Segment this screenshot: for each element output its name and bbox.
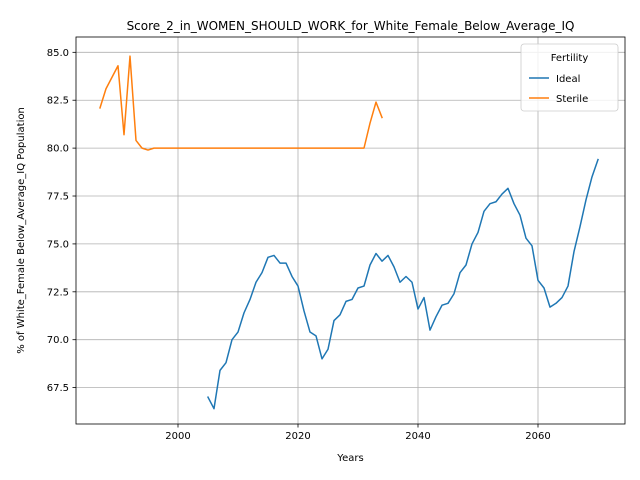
x-tick-label: 2060 xyxy=(525,431,550,442)
y-axis-label: % of White_Female Below_Average_IQ Popul… xyxy=(16,107,27,354)
x-tick-label: 2020 xyxy=(285,431,310,442)
y-tick-label: 80.0 xyxy=(47,144,69,155)
legend-box xyxy=(520,43,619,112)
y-tick-label: 77.5 xyxy=(47,192,69,203)
y-tick-label: 72.5 xyxy=(47,287,69,298)
y-axis-ticks: 67.5 70.0 72.5 75.0 77.5 80.0 82.5 85.0 xyxy=(47,48,76,394)
series-lines xyxy=(99,55,599,410)
legend: Fertility Ideal Sterile xyxy=(520,43,619,112)
y-tick-label: 67.5 xyxy=(47,383,69,394)
legend-label-ideal: Ideal xyxy=(556,74,580,85)
x-tick-label: 2000 xyxy=(165,431,190,442)
y-tick-label: 85.0 xyxy=(47,48,69,59)
series-line-ideal xyxy=(206,158,599,410)
legend-title: Fertility xyxy=(551,53,589,64)
y-tick-label: 82.5 xyxy=(47,96,69,107)
y-tick-label: 70.0 xyxy=(47,335,69,346)
legend-label-sterile: Sterile xyxy=(556,94,588,105)
plot-frame xyxy=(75,36,626,425)
x-tick-label: 2040 xyxy=(405,431,430,442)
chart-title: Score_2_in_WOMEN_SHOULD_WORK_for_White_F… xyxy=(127,19,575,33)
x-axis-ticks: 2000 2020 2040 2060 xyxy=(165,424,551,442)
y-tick-label: 75.0 xyxy=(47,239,69,250)
x-axis-label: Years xyxy=(336,453,363,464)
series-line-sterile xyxy=(99,55,383,151)
